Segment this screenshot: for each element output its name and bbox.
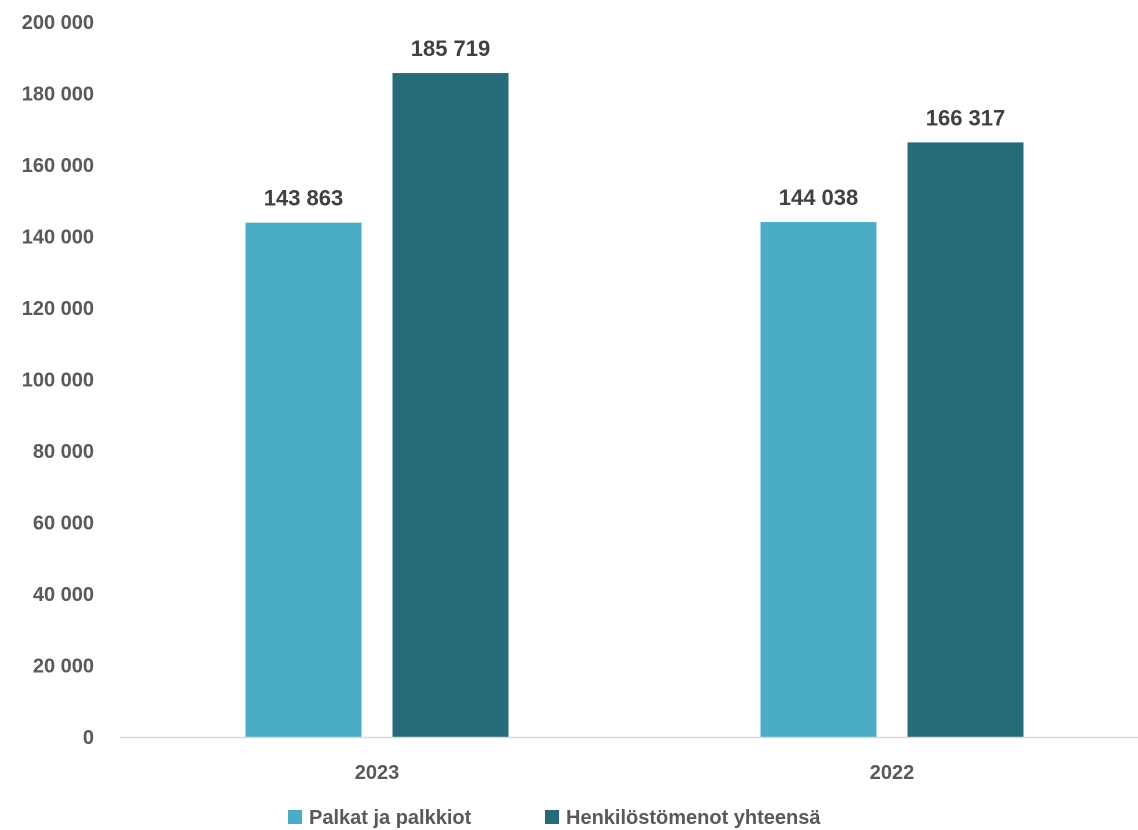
y-tick-label: 160 000 (22, 155, 94, 177)
x-tick-label: 2023 (355, 762, 400, 784)
data-label: 143 863 (264, 186, 344, 211)
legend-swatch (545, 810, 559, 824)
bar (907, 142, 1024, 737)
y-tick-label: 180 000 (22, 84, 94, 106)
x-axis: 2023 2022 (120, 736, 1138, 784)
y-tick-label: 120 000 (22, 298, 94, 320)
y-tick-label: 80 000 (33, 441, 94, 463)
y-tick-label: 40 000 (33, 584, 94, 606)
data-label: 166 317 (926, 105, 1006, 130)
y-tick-label: 200 000 (22, 12, 94, 34)
data-label: 144 038 (779, 185, 859, 210)
bars: 143 863 185 719 144 038 166 317 (245, 36, 1024, 738)
y-axis: 0 20 000 40 000 60 000 80 000 100 000 120 000 1… (22, 12, 94, 749)
data-label: 185 719 (411, 36, 491, 61)
bar (245, 222, 362, 738)
legend-swatch (288, 810, 302, 824)
x-tick-label: 2022 (870, 762, 915, 784)
bar (392, 73, 509, 738)
y-tick-label: 100 000 (22, 370, 94, 392)
y-tick-label: 140 000 (22, 227, 94, 249)
legend: Palkat ja palkkiot Henkilöstömenot yhteen… (288, 807, 821, 829)
y-tick-label: 0 (83, 727, 94, 749)
y-tick-label: 60 000 (33, 513, 94, 535)
legend-label: Palkat ja palkkiot (309, 807, 472, 829)
y-tick-label: 20 000 (33, 656, 94, 678)
bar (760, 222, 877, 737)
legend-label: Henkilöstömenot yhteensä (566, 807, 821, 829)
